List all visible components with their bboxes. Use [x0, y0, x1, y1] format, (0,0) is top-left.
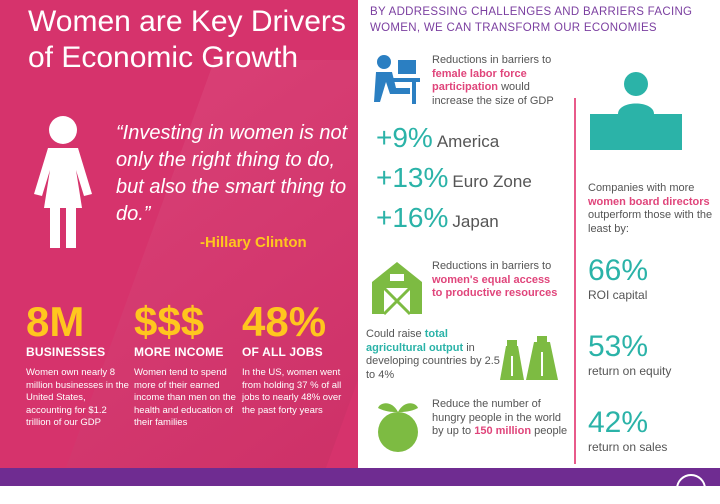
left-panel: Women are Key Drivers of Economic Growth…	[0, 0, 358, 468]
board-text-pre: Companies with more	[588, 182, 695, 194]
apple-icon	[378, 403, 418, 452]
hunger-text: Reduce the number of hungry people in th…	[432, 398, 570, 439]
labor-text-pre: Reductions in barriers to	[432, 54, 552, 66]
gdp-stat-eurozone: +13% Euro Zone	[376, 162, 532, 198]
gdp-stat-america: +9% America	[376, 122, 499, 158]
stat-description: In the US, women went from holding 37 % …	[242, 367, 342, 416]
labor-barriers-text: Reductions in barriers to female labor f…	[432, 54, 572, 108]
hunger-highlight: 150 million	[474, 425, 532, 437]
stat-description: Women tend to spend more of their earned…	[134, 367, 236, 428]
gdp-region: Euro Zone	[452, 172, 532, 191]
divider-line	[574, 98, 576, 464]
stat-jobs: 48% OF ALL JOBS In the US, women went fr…	[242, 300, 346, 417]
stat-businesses: 8M BUSINESSES Women own nearly 8 million…	[26, 300, 130, 430]
stat-description: Women own nearly 8 million businesses in…	[26, 367, 129, 428]
board-director-icon	[590, 72, 682, 150]
page-title: Women are Key Drivers of Economic Growth	[28, 4, 346, 76]
stat-value: 8M	[26, 298, 85, 345]
grain-sacks-icon	[500, 336, 558, 380]
gdp-value: +13%	[376, 162, 449, 193]
board-stat-equity: 53% return on equity	[588, 330, 671, 378]
agri-output-text: Could raise total agricultural output in…	[366, 328, 502, 382]
agri-text-pre: Could raise	[366, 328, 425, 340]
hunger-text-post: people	[531, 425, 568, 437]
barn-icon	[372, 262, 422, 316]
board-stat-label: return on sales	[588, 440, 668, 454]
board-stat-label: ROI capital	[588, 288, 648, 302]
farm-barriers-text: Reductions in barriers to women's equal …	[432, 260, 562, 301]
title-line-2: of Economic Growth	[28, 41, 299, 74]
labor-highlight: female labor force participation	[432, 67, 527, 94]
gdp-region: America	[436, 132, 500, 151]
quote-author: -Hillary Clinton	[200, 234, 307, 251]
board-stat-sales: 42% return on sales	[588, 406, 667, 454]
board-stat-label: return on equity	[588, 364, 672, 378]
labor-text-post: would increase the size of GDP	[432, 81, 554, 107]
board-stat-roi: 66% ROI capital	[588, 254, 648, 302]
stat-value: 48%	[242, 298, 327, 345]
farm-text-pre: Reductions in barriers to	[432, 260, 552, 272]
quote-text: “Investing in women is not only the righ…	[116, 122, 348, 225]
farm-highlight: women's equal access to productive resou…	[432, 273, 558, 300]
agri-highlight: total agricultural output	[366, 328, 464, 354]
footer-bar	[0, 468, 720, 504]
board-stat-value: 42%	[588, 406, 649, 439]
title-line-1: Women are Key Drivers	[28, 5, 346, 38]
board-stat-value: 53%	[588, 330, 649, 363]
right-header: BY ADDRESSING CHALLENGES AND BARRIERS FA…	[370, 6, 693, 34]
board-directors-text: Companies with more women board director…	[588, 182, 714, 236]
gdp-region: Japan	[452, 212, 499, 231]
board-text-post: outperform those with the least by:	[588, 209, 713, 235]
footer-logo-icon	[676, 474, 706, 504]
gdp-value: +16%	[376, 202, 449, 233]
agri-text-post: in developing countries by 2.5 to 4%	[366, 341, 500, 381]
worker-at-desk-icon	[374, 55, 420, 104]
board-highlight: women board directors	[588, 195, 710, 208]
hunger-text-pre: Reduce the number of hungry people in th…	[432, 398, 562, 437]
woman-icon	[34, 116, 92, 248]
stat-income: $$$ MORE INCOME Women tend to spend more…	[134, 300, 238, 430]
board-stat-value: 66%	[588, 254, 649, 287]
stat-label: BUSINESSES	[26, 345, 106, 359]
gdp-stat-japan: +16% Japan	[376, 202, 499, 238]
gdp-value: +9%	[376, 122, 433, 153]
stat-label: OF ALL JOBS	[242, 345, 323, 359]
stat-label: MORE INCOME	[134, 345, 224, 359]
stat-value: $$$	[134, 298, 205, 345]
